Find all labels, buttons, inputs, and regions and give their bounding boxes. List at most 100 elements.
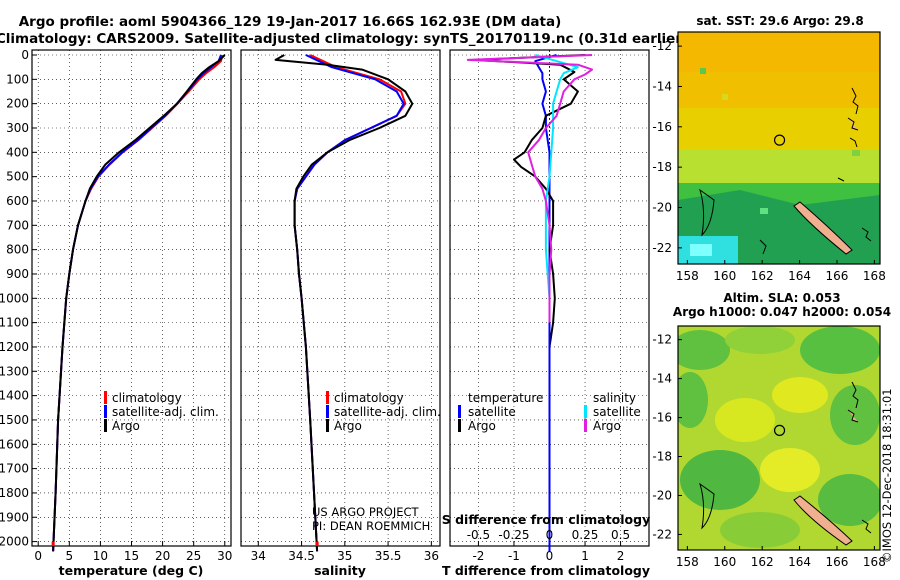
legend-swatch-s-satellite xyxy=(584,405,587,418)
map-lon-label: 164 xyxy=(788,555,811,569)
x-tick-label: 15 xyxy=(124,549,139,563)
series-line-argo xyxy=(52,54,226,552)
x-tick-label: 0 xyxy=(546,549,554,563)
map-lat-label: -18 xyxy=(652,160,672,174)
legend-label-satellite: satellite-adj. clim. xyxy=(334,405,441,419)
x-tick-label: 10 xyxy=(93,549,108,563)
map-lon-label: 162 xyxy=(751,555,774,569)
x-tick-label: 36 xyxy=(424,549,439,563)
sla-map-ticks: 158 160 162 164 166 168 -12 -14 -16 -18 -20 -22 xyxy=(652,333,885,569)
depth-tick-label: 1300 xyxy=(0,364,29,378)
map-lon-label: 160 xyxy=(713,269,736,283)
salinity-profile-lines xyxy=(274,54,414,552)
legend-label-argo: Argo xyxy=(334,419,362,433)
salinity-legend: climatology satellite-adj. clim. Argo xyxy=(326,391,441,433)
depth-axis-ticks: 0 100 200 300 400 500 600 700 800 900 1000 1100 1200… xyxy=(0,48,37,549)
depth-tick-label: 1800 xyxy=(0,486,29,500)
map-lat-label: -14 xyxy=(652,372,672,386)
temperature-x-label: temperature (deg C) xyxy=(59,563,204,578)
depth-tick-label: 600 xyxy=(6,194,29,208)
x-tick-label: 1 xyxy=(581,549,589,563)
temperature-gridlines xyxy=(32,50,231,546)
difference-profile-lines xyxy=(466,54,594,552)
x-tick-label: -1 xyxy=(508,549,520,563)
salinity-x-label: salinity xyxy=(314,563,366,578)
sla-map-frame xyxy=(677,325,881,551)
depth-tick-label: 1600 xyxy=(0,437,29,451)
series-line-argo xyxy=(274,54,414,552)
difference-top-label: S difference from climatology xyxy=(442,512,651,527)
argo-location-marker xyxy=(773,134,786,146)
sst-map-field xyxy=(678,32,880,264)
depth-tick-label: 800 xyxy=(6,243,29,257)
legend-label-climatology: climatology xyxy=(334,391,404,405)
map-lat-label: -12 xyxy=(652,39,672,53)
x-tick-label: 35 xyxy=(337,549,352,563)
sst-map-title: sat. SST: 29.6 Argo: 29.8 xyxy=(696,14,863,28)
legend-label-s-satellite: satellite xyxy=(593,405,641,419)
argo-location-marker xyxy=(773,424,786,437)
imos-credit: ©IMOS 12-Dec-2018 18:31:01 xyxy=(880,388,894,563)
salinity-difference-ticks: -0.5 -0.25 0 0.25 0.5 xyxy=(467,528,630,542)
legend-label-s-argo: Argo xyxy=(593,419,621,433)
map-lat-label: -20 xyxy=(652,201,672,215)
depth-tick-label: 1000 xyxy=(0,291,29,305)
s-diff-tick-label: 0.25 xyxy=(572,528,599,542)
depth-tick-label: 400 xyxy=(6,145,29,159)
map-lon-label: 164 xyxy=(788,269,811,283)
temperature-legend: climatology satellite-adj. clim. Argo xyxy=(104,391,219,433)
legend-label-climatology: climatology xyxy=(112,391,182,405)
depth-tick-label: 1900 xyxy=(0,510,29,524)
legend-swatch-satellite xyxy=(104,405,107,418)
map-lat-label: -16 xyxy=(652,411,672,425)
map-lon-label: 162 xyxy=(751,269,774,283)
legend-swatch-climatology xyxy=(326,391,329,404)
x-tick-label: 34.5 xyxy=(288,549,315,563)
s-diff-tick-label: -0.25 xyxy=(498,528,529,542)
depth-tick-label: 1500 xyxy=(0,413,29,427)
map-lat-label: -12 xyxy=(652,333,672,347)
map-lon-label: 166 xyxy=(826,269,849,283)
x-tick-label: 25 xyxy=(186,549,201,563)
depth-tick-label: 500 xyxy=(6,170,29,184)
legend-label-argo: Argo xyxy=(112,419,140,433)
map-lon-label: 158 xyxy=(676,269,699,283)
salinity-panel: 34 34.5 35 35.5 36 salinity climatology sate… xyxy=(240,49,441,578)
depth-tick-label: 1100 xyxy=(0,316,29,330)
legend-title-salinity: salinity xyxy=(593,391,636,405)
temperature-x-ticks: 0 5 10 15 20 25 30 xyxy=(34,541,232,563)
x-tick-label: 35.5 xyxy=(375,549,402,563)
depth-tick-label: 700 xyxy=(6,218,29,232)
legend-label-t-satellite: satellite xyxy=(468,405,516,419)
map-lat-label: -22 xyxy=(652,241,672,255)
pi-credit: PI: DEAN ROEMMICH xyxy=(312,519,430,533)
map-lon-label: 160 xyxy=(713,555,736,569)
temperature-profile-lines xyxy=(51,54,226,552)
x-tick-label: 5 xyxy=(65,549,73,563)
map-lat-label: -18 xyxy=(652,450,672,464)
sst-map-panel: sat. SST: 29.6 Argo: 29.8 xyxy=(652,14,885,283)
legend-swatch-t-argo xyxy=(458,419,461,432)
legend-label-t-argo: Argo xyxy=(468,419,496,433)
salinity-x-ticks: 34 34.5 35 35.5 36 xyxy=(251,541,439,563)
x-tick-label: 34 xyxy=(251,549,266,563)
depth-tick-label: 900 xyxy=(6,267,29,281)
depth-tick-label: 100 xyxy=(6,72,29,86)
series-line-s-argo xyxy=(466,54,594,323)
legend-swatch-argo xyxy=(104,419,107,432)
s-diff-tick-label: 0.5 xyxy=(611,528,630,542)
map-lat-label: -20 xyxy=(652,488,672,502)
sla-map-title-line1: Altim. SLA: 0.053 xyxy=(723,291,840,305)
depth-tick-label: 300 xyxy=(6,121,29,135)
x-tick-label: 2 xyxy=(617,549,625,563)
sla-map-panel: Altim. SLA: 0.053 Argo h1000: 0.047 h200… xyxy=(652,291,891,569)
sst-map-frame xyxy=(677,31,881,265)
salinity-plot-frame xyxy=(240,49,441,547)
figure-title-line2: Climatology: CARS2009. Satellite-adjuste… xyxy=(0,31,688,47)
s-diff-tick-label: -0.5 xyxy=(467,528,490,542)
s-diff-tick-label: 0 xyxy=(546,528,554,542)
sla-map-title-line2: Argo h1000: 0.047 h2000: 0.054 xyxy=(673,305,891,319)
difference-panel: -2 -1 0 1 2 T difference from climatology S … xyxy=(442,49,651,578)
map-lat-label: -16 xyxy=(652,120,672,134)
